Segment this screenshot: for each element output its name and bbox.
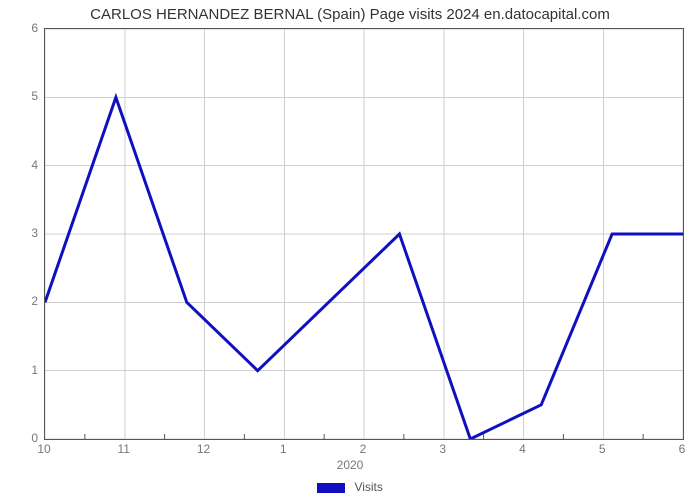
x-tick-label: 4 <box>519 442 526 456</box>
y-tick-label: 2 <box>8 294 38 308</box>
y-tick-label: 1 <box>8 363 38 377</box>
y-tick-label: 6 <box>8 21 38 35</box>
legend: Visits <box>0 480 700 494</box>
chart-title: CARLOS HERNANDEZ BERNAL (Spain) Page vis… <box>0 6 700 23</box>
x-tick-label: 11 <box>118 442 130 456</box>
plot-area <box>44 28 684 440</box>
x-tick-label: 10 <box>37 442 50 456</box>
legend-label: Visits <box>354 480 382 494</box>
y-tick-label: 3 <box>8 226 38 240</box>
x-tick-label: 12 <box>197 442 210 456</box>
y-tick-label: 4 <box>8 158 38 172</box>
plot-svg <box>45 29 683 439</box>
legend-swatch <box>317 483 345 493</box>
x-tick-label: 6 <box>679 442 686 456</box>
x-tick-label: 3 <box>439 442 446 456</box>
x-tick-label: 2 <box>360 442 367 456</box>
x-tick-label: 5 <box>599 442 606 456</box>
x-tick-label: 1 <box>280 442 287 456</box>
x-axis-label: 2020 <box>0 458 700 472</box>
y-tick-label: 5 <box>8 89 38 103</box>
line-chart: CARLOS HERNANDEZ BERNAL (Spain) Page vis… <box>0 0 700 500</box>
y-tick-label: 0 <box>8 431 38 445</box>
